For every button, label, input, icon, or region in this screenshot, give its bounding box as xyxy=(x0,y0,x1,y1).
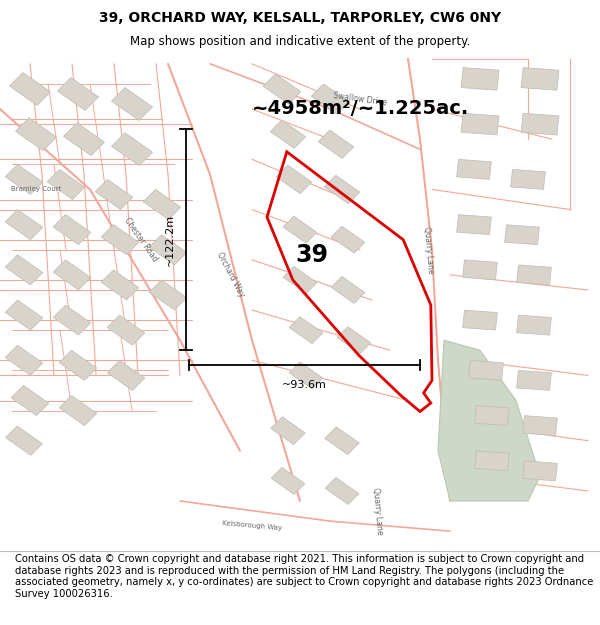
Bar xyxy=(311,84,349,114)
Bar xyxy=(283,266,317,293)
Bar xyxy=(53,260,91,290)
Bar xyxy=(5,255,43,285)
Text: ~4958m²/~1.225ac.: ~4958m²/~1.225ac. xyxy=(252,99,469,118)
Bar xyxy=(461,113,499,135)
Bar xyxy=(475,451,509,471)
Bar xyxy=(457,159,491,179)
Bar xyxy=(463,260,497,280)
Text: Orchard Way: Orchard Way xyxy=(215,251,247,299)
Bar xyxy=(58,78,98,111)
Bar xyxy=(53,214,91,245)
Bar xyxy=(271,468,305,494)
Bar xyxy=(107,361,145,391)
Bar xyxy=(59,350,97,381)
Bar xyxy=(337,327,371,354)
Text: Bramley Court: Bramley Court xyxy=(11,186,61,192)
Bar xyxy=(5,164,43,194)
Bar xyxy=(53,305,91,335)
Bar xyxy=(457,214,491,234)
Bar xyxy=(101,224,139,255)
Bar xyxy=(523,461,557,481)
Bar xyxy=(11,386,49,416)
Bar xyxy=(95,179,133,209)
Bar xyxy=(463,310,497,330)
Bar xyxy=(511,169,545,189)
Bar xyxy=(107,315,145,345)
Text: ~93.6m: ~93.6m xyxy=(282,381,327,391)
Bar xyxy=(331,276,365,303)
Bar xyxy=(517,315,551,335)
Bar xyxy=(149,235,187,265)
Bar xyxy=(461,68,499,90)
Text: Chester Road: Chester Road xyxy=(122,216,160,263)
Bar xyxy=(59,396,97,426)
Bar xyxy=(521,113,559,135)
Bar xyxy=(271,417,305,444)
Bar xyxy=(101,270,139,300)
Bar xyxy=(5,426,43,456)
Bar xyxy=(112,133,152,166)
Bar xyxy=(318,130,354,158)
Bar xyxy=(10,72,50,106)
Text: Contains OS data © Crown copyright and database right 2021. This information is : Contains OS data © Crown copyright and d… xyxy=(15,554,593,599)
Bar xyxy=(16,118,56,151)
Bar xyxy=(112,88,152,121)
Bar xyxy=(47,169,85,199)
Bar xyxy=(505,225,539,244)
Bar xyxy=(517,265,551,285)
Bar xyxy=(521,68,559,90)
Text: Quarry Lane: Quarry Lane xyxy=(371,487,385,535)
Bar xyxy=(5,209,43,239)
Bar xyxy=(283,216,317,243)
Bar xyxy=(331,226,365,253)
Bar xyxy=(475,406,509,426)
Polygon shape xyxy=(438,340,540,501)
Bar xyxy=(517,371,551,391)
Text: 39, ORCHARD WAY, KELSALL, TARPORLEY, CW6 0NY: 39, ORCHARD WAY, KELSALL, TARPORLEY, CW6… xyxy=(99,11,501,25)
Bar xyxy=(289,317,323,344)
Bar xyxy=(5,300,43,330)
Bar xyxy=(263,74,301,104)
Bar xyxy=(523,416,557,436)
Text: ~122.2m: ~122.2m xyxy=(165,214,175,266)
Bar xyxy=(149,280,187,310)
Text: Quarry Lane: Quarry Lane xyxy=(422,226,436,274)
Text: Swallow Drive: Swallow Drive xyxy=(332,91,388,108)
Text: Map shows position and indicative extent of the property.: Map shows position and indicative extent… xyxy=(130,35,470,48)
Bar xyxy=(276,165,312,194)
Bar xyxy=(324,175,360,204)
Bar xyxy=(143,189,181,219)
Bar xyxy=(325,427,359,454)
Bar xyxy=(5,345,43,376)
Bar xyxy=(469,361,503,381)
Bar xyxy=(289,362,323,389)
Bar xyxy=(325,478,359,504)
Text: 39: 39 xyxy=(296,242,329,267)
Bar xyxy=(270,120,306,148)
Text: Kelsborough Way: Kelsborough Way xyxy=(222,521,282,532)
Bar xyxy=(64,122,104,156)
